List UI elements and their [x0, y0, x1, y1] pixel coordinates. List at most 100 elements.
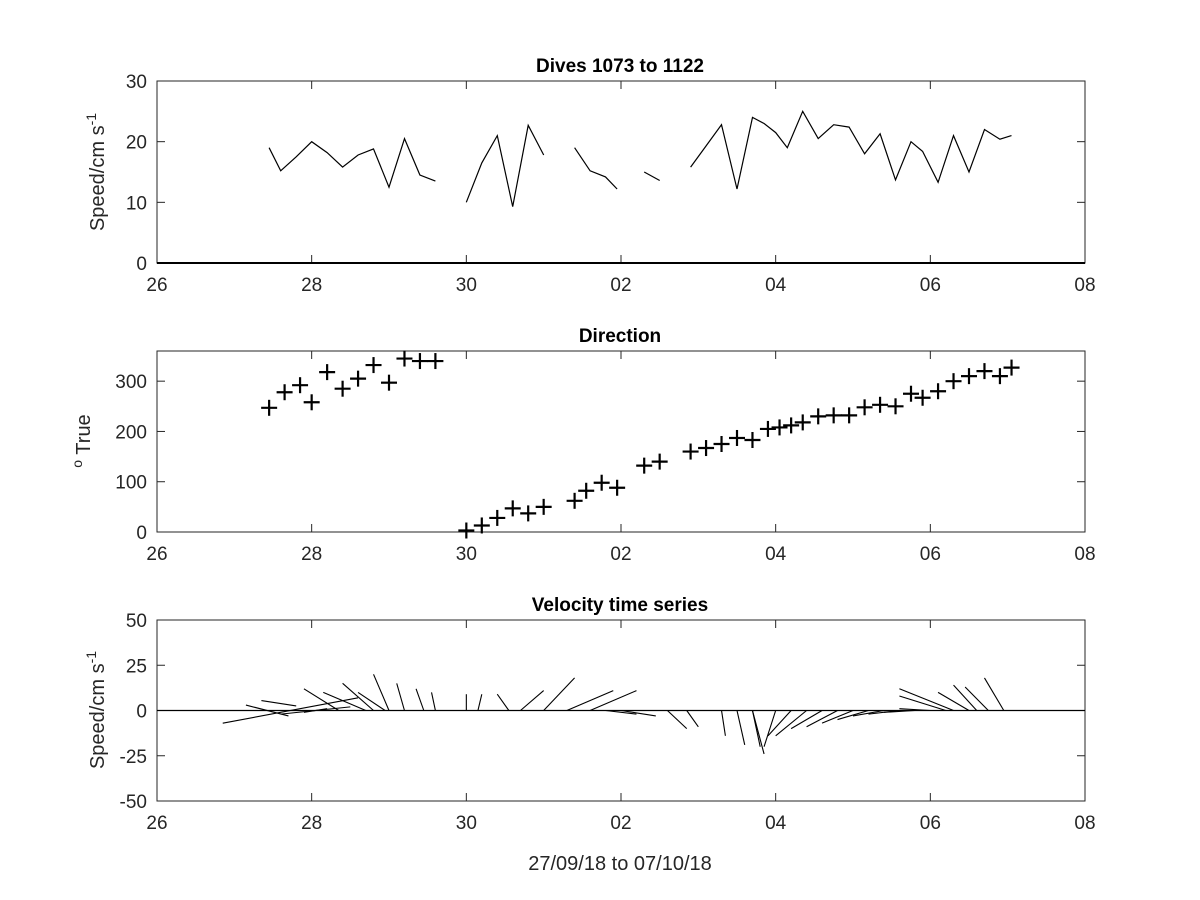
speed-panel-title: Dives 1073 to 1122	[536, 56, 704, 77]
velocity-vector	[736, 710, 746, 746]
direction-point	[961, 368, 977, 385]
velocity-y-tick-label: 0	[136, 702, 147, 723]
velocity-y-tick-label: 25	[126, 656, 147, 677]
direction-point	[458, 522, 475, 539]
velocity-vector	[899, 708, 931, 712]
velocity-vector	[953, 684, 978, 711]
direction-point	[319, 364, 336, 381]
direction-point	[636, 457, 653, 474]
direction-x-tick-label: 06	[920, 544, 941, 565]
velocity-vector	[964, 686, 989, 711]
direction-point	[872, 396, 889, 413]
speed-series-line	[643, 171, 660, 182]
speed-x-tick-label: 04	[765, 275, 787, 296]
direction-point	[729, 429, 745, 446]
velocity-vector	[790, 710, 823, 730]
speed-y-tick-label: 30	[126, 72, 147, 93]
direction-x-tick-label: 26	[146, 544, 167, 565]
direction-point	[520, 505, 537, 522]
direction-point	[825, 407, 842, 424]
direction-point	[578, 482, 595, 499]
x-axis-label: 27/09/18 to 07/10/18	[528, 853, 712, 875]
speed-series-line	[268, 136, 436, 189]
direction-point	[381, 374, 397, 391]
velocity-y-tick-label: -50	[120, 792, 147, 813]
velocity-x-tick-label: 28	[301, 813, 322, 834]
velocity-vector	[821, 709, 854, 724]
direction-y-axis-label: o True	[69, 414, 95, 467]
direction-point	[914, 389, 931, 406]
direction-point	[303, 394, 320, 411]
direction-point	[411, 353, 428, 370]
velocity-vector	[323, 691, 367, 712]
velocity-vector	[566, 690, 614, 712]
direction-point	[504, 500, 521, 517]
speed-y-axis-label: Speed/cm s-1	[83, 113, 109, 231]
velocity-vector	[496, 693, 510, 711]
speed-panel: Dives 1073 to 1122 26 28 30 02 04 06 08 0 10 20 30…	[83, 56, 1096, 296]
speed-x-tick-label: 26	[146, 275, 167, 296]
direction-x-tick-label: 28	[301, 544, 322, 565]
velocity-y-tick-label: 50	[126, 611, 147, 632]
velocity-vector	[342, 682, 374, 711]
speed-series-line	[465, 123, 545, 207]
direction-point	[887, 398, 904, 415]
velocity-vector	[899, 688, 954, 712]
velocity-vector	[303, 688, 340, 711]
velocity-vector	[899, 695, 946, 712]
speed-x-tick-label: 30	[456, 275, 477, 296]
direction-point	[682, 443, 699, 460]
direction-y-tick-label: 200	[115, 422, 147, 443]
direction-point	[651, 453, 668, 470]
velocity-x-tick-label: 30	[456, 813, 477, 834]
velocity-vector	[751, 710, 765, 755]
velocity-vector	[767, 710, 792, 737]
velocity-vector	[883, 709, 915, 713]
direction-point	[976, 363, 993, 380]
direction-point	[334, 380, 351, 397]
direction-point	[473, 517, 490, 534]
direction-y-tick-label: 0	[136, 523, 147, 544]
velocity-x-tick-label: 26	[146, 813, 167, 834]
velocity-vector	[852, 709, 885, 717]
velocity-vector	[396, 683, 405, 711]
direction-point	[856, 399, 873, 416]
velocity-vector	[605, 709, 637, 715]
direction-point	[1003, 359, 1020, 376]
velocity-vector	[620, 709, 656, 717]
velocity-vector	[763, 710, 777, 747]
velocity-vector	[357, 691, 386, 711]
speed-x-tick-label: 28	[301, 275, 322, 296]
velocity-vector	[686, 710, 699, 728]
direction-point	[698, 440, 715, 457]
velocity-vector	[477, 694, 483, 711]
speed-x-tick-label: 08	[1074, 275, 1095, 296]
velocity-x-tick-label: 08	[1074, 813, 1095, 834]
direction-point	[292, 377, 309, 394]
direction-point	[945, 373, 962, 390]
velocity-y-axis-label: Speed/cm s-1	[83, 651, 109, 769]
direction-point	[276, 384, 293, 401]
direction-point	[759, 420, 776, 437]
direction-point	[794, 414, 811, 431]
speed-y-tick-label: 20	[126, 133, 147, 154]
direction-x-tick-label: 02	[610, 544, 631, 565]
speed-x-tick-label: 02	[610, 275, 631, 296]
direction-panel-title: Direction	[579, 326, 661, 347]
direction-point	[489, 509, 506, 526]
velocity-vector	[543, 677, 575, 711]
direction-point	[930, 383, 947, 400]
direction-x-tick-label: 04	[765, 544, 787, 565]
speed-series-line	[690, 109, 1012, 190]
direction-point	[713, 436, 730, 453]
velocity-vector	[837, 709, 869, 721]
direction-point	[771, 419, 788, 436]
direction-y-tick-label: 100	[115, 473, 147, 494]
velocity-vector	[589, 690, 637, 712]
direction-point	[350, 370, 367, 387]
direction-y-tick-label: 300	[115, 372, 147, 393]
velocity-y-tick-label: -25	[120, 747, 147, 768]
velocity-vector	[222, 697, 359, 724]
direction-point	[783, 417, 800, 434]
